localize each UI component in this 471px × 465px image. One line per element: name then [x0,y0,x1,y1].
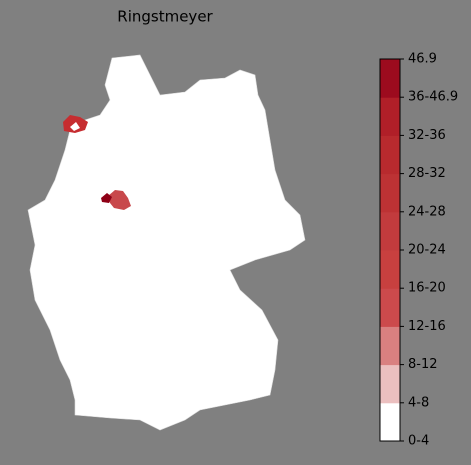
colorbar-bin [380,326,400,366]
colorbar-label: 46.9 [408,52,437,67]
colorbar-bin [380,250,400,289]
colorbar-bin [380,135,400,175]
colorbar-bin [380,364,400,404]
colorbar-bin [380,211,400,251]
colorbar-bin [380,97,400,136]
colorbar-bin [380,402,400,442]
colorbar-label: 36-46.9 [408,90,458,105]
colorbar-label: 4-8 [408,395,429,410]
colorbar-label: 24-28 [408,204,446,219]
colorbar-label: 8-12 [408,357,438,372]
highlighted-region [108,190,131,210]
germany-outline [27,54,306,431]
colorbar-label: 0-4 [408,434,429,449]
colorbar-label: 12-16 [408,319,446,334]
map-title: Ringstmeyer [117,8,213,26]
colorbar-bin [380,173,400,213]
highlighted-region [70,122,80,131]
colorbar: 0-4 4-8 8-12 12-16 16-20 20-24 24-28 28-32 32-36… [379,52,458,449]
highlighted-region [101,193,112,203]
colorbar-label: 20-24 [408,243,446,258]
colorbar-bin [380,288,400,327]
colorbar-label: 32-36 [408,128,446,143]
colorbar-label: 16-20 [408,281,446,296]
colorbar-label: 28-32 [408,166,446,181]
colorbar-bin [380,59,400,98]
